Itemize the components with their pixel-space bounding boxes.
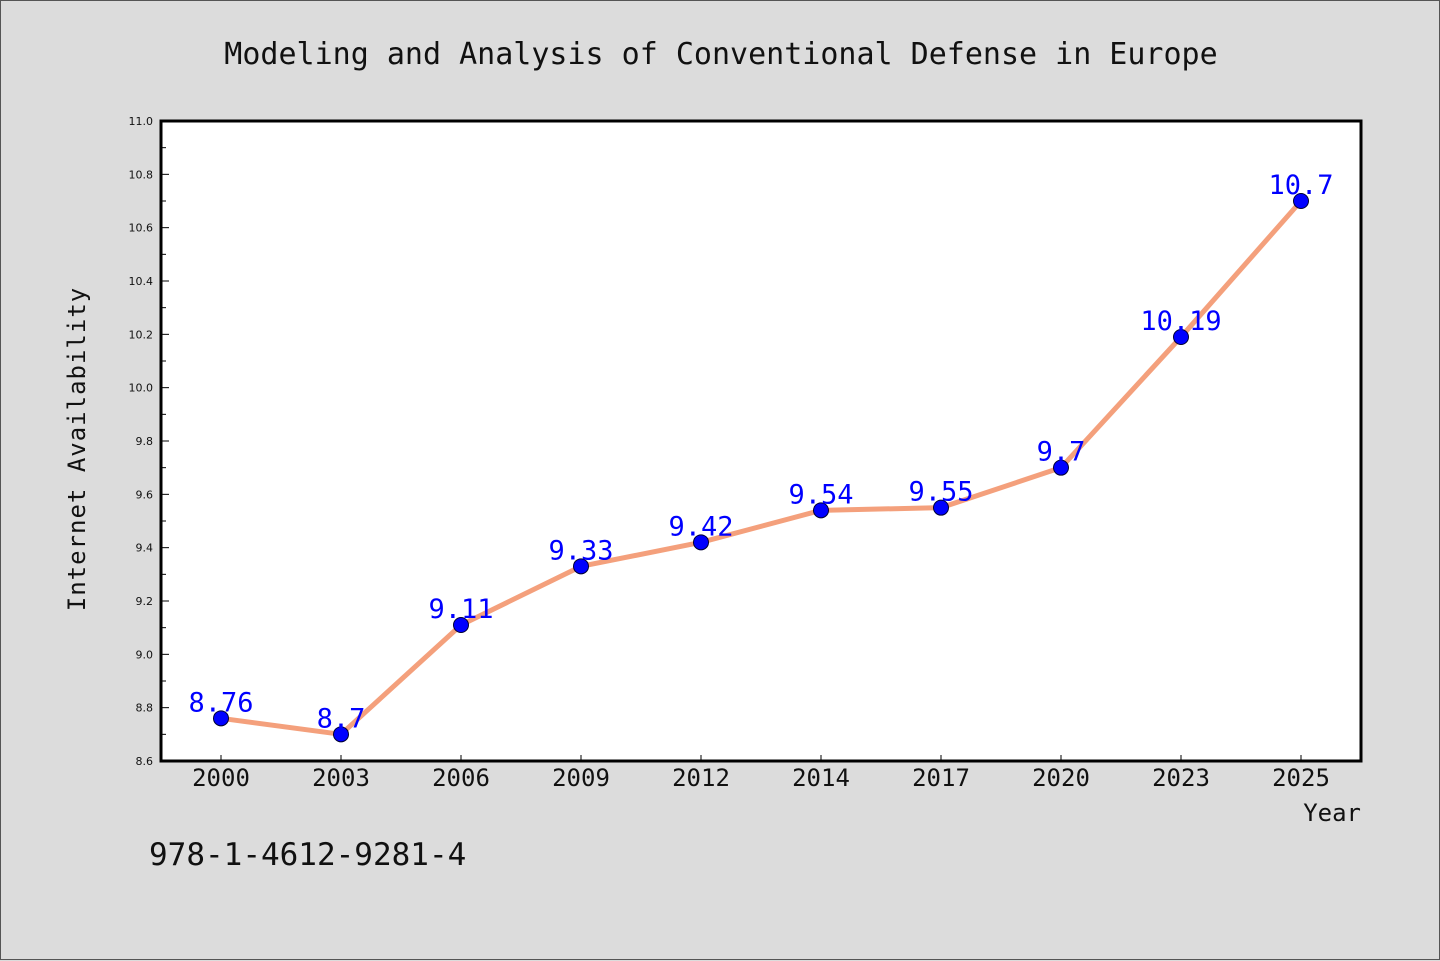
data-point [1293, 193, 1309, 209]
data-point [1173, 329, 1189, 345]
y-tick-label: 10.6 [129, 222, 154, 235]
y-tick-label: 8.6 [136, 755, 154, 768]
x-tick-label: 2014 [792, 764, 850, 792]
data-point [333, 726, 349, 743]
x-tick-label: 2012 [672, 764, 730, 792]
y-tick-label: 9.6 [136, 488, 154, 501]
x-tick-label: 2000 [192, 764, 250, 792]
x-tick-label: 2009 [552, 764, 610, 792]
data-label: 9.42 [668, 511, 733, 542]
data-label: 9.11 [428, 594, 493, 625]
data-label: 10.19 [1140, 306, 1221, 337]
data-point [453, 617, 469, 633]
data-label: 9.7 [1037, 437, 1086, 468]
y-tick-label: 10.0 [129, 382, 154, 395]
isbn-annotation: 978-1-4612-9281-4 [149, 837, 466, 873]
data-label: 10.7 [1268, 170, 1333, 201]
data-point [813, 502, 829, 519]
x-tick-label: 2023 [1152, 764, 1210, 792]
y-tick-label: 10.8 [129, 168, 154, 181]
y-axis: 8.6 8.8 9.0 9.2 9.4 9.6 9.8 10.0 10.2 10.4 10.6 10.… [129, 115, 169, 768]
data-point [573, 558, 589, 575]
y-tick-label: 9.4 [136, 542, 154, 555]
data-label: 9.55 [908, 477, 973, 508]
y-tick-label: 9.2 [136, 595, 154, 608]
x-tick-label: 2025 [1272, 764, 1330, 792]
x-tick-label: 2017 [912, 764, 970, 792]
x-tick-label: 2020 [1032, 764, 1090, 792]
series-line [220, 199, 1303, 737]
data-labels: 8.76 8.7 9.11 9.33 9.42 9.54 9.55 9.7 10.19 10.7 [188, 170, 1333, 734]
data-label: 8.7 [317, 703, 366, 734]
y-tick-label: 11.0 [129, 115, 154, 128]
x-tick-label: 2003 [312, 764, 370, 792]
data-point [1053, 459, 1069, 476]
y-tick-label: 10.2 [129, 328, 154, 341]
y-tick-label: 10.4 [129, 275, 154, 288]
data-label: 8.76 [188, 687, 253, 718]
data-label: 9.54 [788, 479, 853, 510]
data-point [693, 534, 709, 551]
data-point [933, 499, 949, 516]
x-axis-label: Year [1303, 799, 1361, 827]
x-tick-label: 2006 [432, 764, 490, 792]
x-axis: 2000 2003 2006 2009 2012 2014 2017 2020 2023 2025 [192, 755, 1330, 792]
data-point [213, 710, 229, 727]
plot-area [159, 119, 1363, 763]
data-markers [213, 193, 1309, 743]
y-axis-label: Internet Availability [63, 287, 91, 611]
y-tick-label: 8.8 [136, 702, 154, 715]
data-label: 9.33 [548, 535, 613, 566]
chart-title: Modeling and Analysis of Conventional De… [224, 37, 1217, 72]
y-tick-label: 9.0 [136, 648, 154, 661]
y-tick-label: 9.8 [136, 435, 154, 448]
